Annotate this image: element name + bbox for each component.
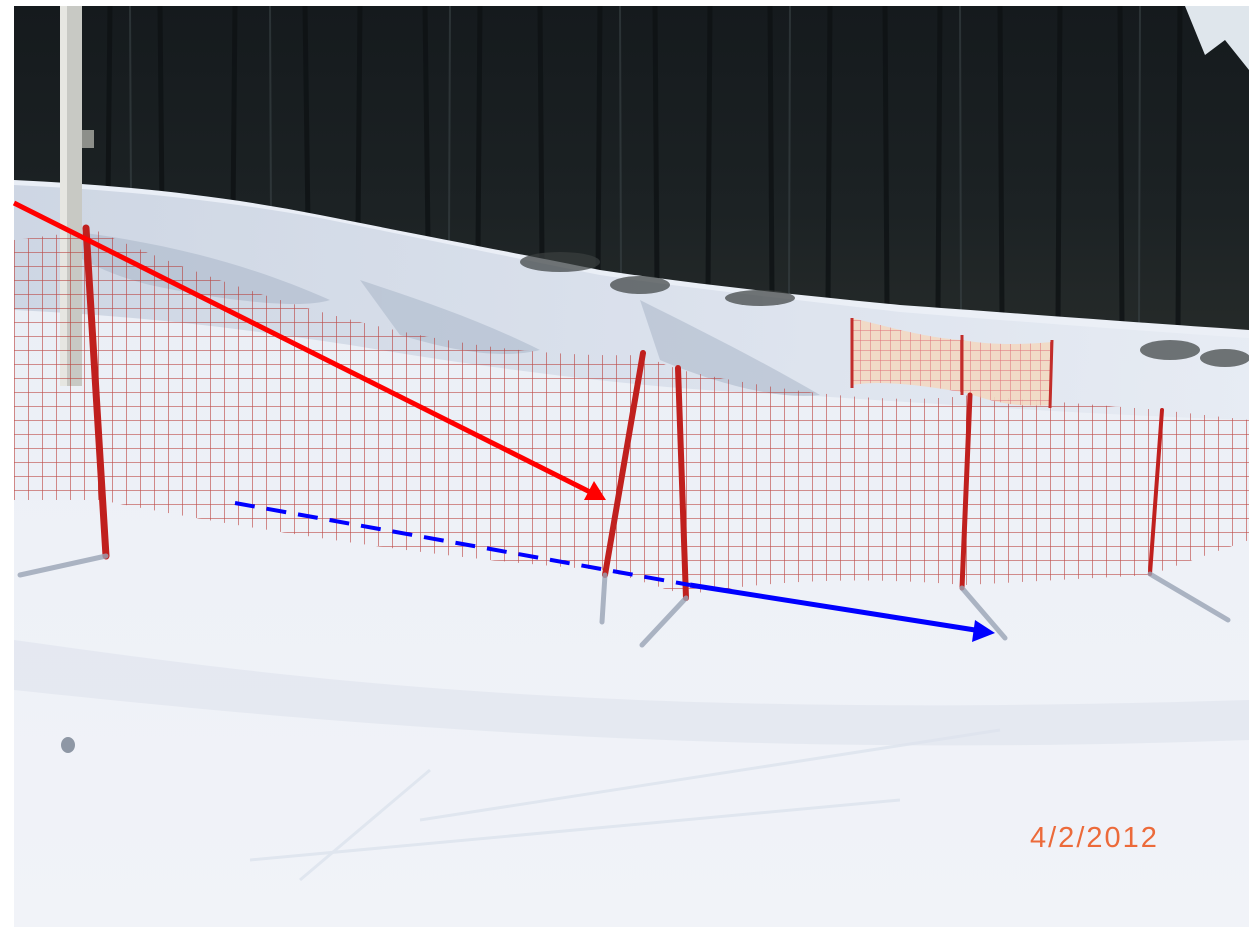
blue-arrow (234, 501, 995, 642)
date-stamp: 4/2/2012 (1030, 822, 1159, 854)
fence-poles (82, 224, 1164, 601)
snow-lump (61, 737, 75, 753)
pole-shadows (17, 553, 1231, 648)
banner-net (850, 318, 1054, 409)
red-arrow (12, 200, 606, 500)
